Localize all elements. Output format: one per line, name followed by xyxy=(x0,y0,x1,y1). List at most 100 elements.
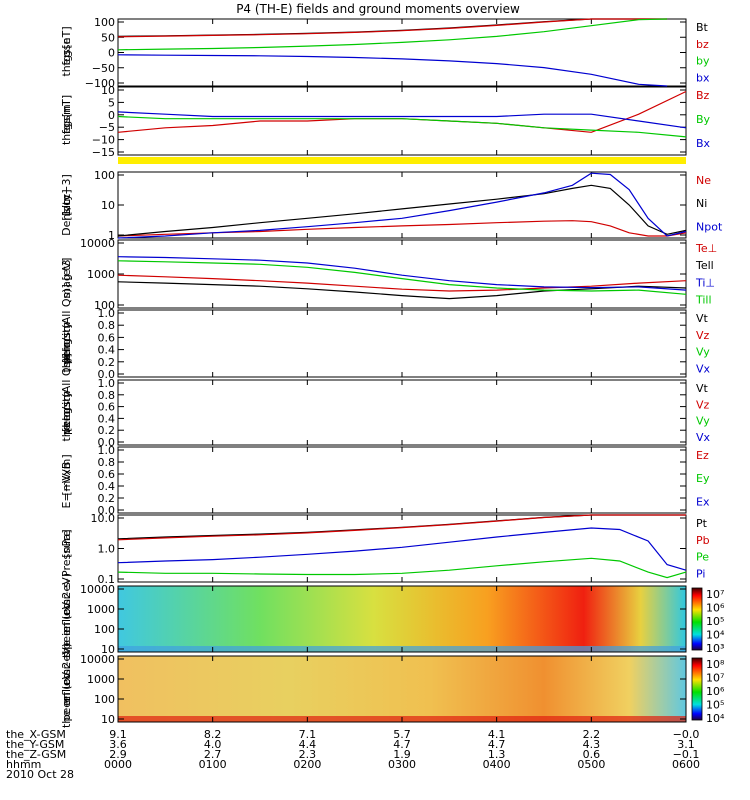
y-tick-label: 0.6 xyxy=(98,468,116,481)
legend-Ni: Ni xyxy=(696,197,707,210)
spectrogram-peir-spec xyxy=(118,586,686,652)
y-tick-label: 0.2 xyxy=(98,492,116,505)
series-Pi xyxy=(117,527,687,571)
legend-Pb: Pb xyxy=(696,534,710,547)
panel-temperature: 10000 1000 100 mag t3[eV] Te⊥ Tell Ti⊥ Till xyxy=(60,237,717,312)
series-Tell xyxy=(117,281,687,300)
series-bz xyxy=(117,18,668,38)
series-by xyxy=(117,18,668,51)
y-tick-label: 10000 xyxy=(80,237,115,250)
x-axis-value: 1.9 xyxy=(393,748,411,761)
y-axis-label-line: en xyxy=(60,692,73,706)
colorbar-label: 10⁶ xyxy=(706,685,725,698)
colorbar-label: 10⁸ xyxy=(706,658,725,671)
panel-peer-velocity: 1.00.80.60.40.20.0thepeervelocitygsm[km/… xyxy=(60,353,711,449)
y-tick-label: 0 xyxy=(108,47,115,60)
colorbar-peir-spec xyxy=(691,587,703,651)
y-axis-label: thefgsgse[nT] xyxy=(60,26,73,76)
y-axis-label-line: (cm2-s- xyxy=(60,648,73,690)
y-axis-label-line: the xyxy=(60,58,73,76)
series-group xyxy=(117,90,687,138)
y-axis-label-line: fgs xyxy=(60,49,73,66)
legend-Vy: Vy xyxy=(696,415,710,428)
y-axis-label-line: the xyxy=(60,640,73,658)
y-tick-label: −100 xyxy=(85,77,115,90)
series-Npot xyxy=(117,172,687,239)
y-axis-label: Density[1/cc][cm−3] xyxy=(60,174,73,236)
legend-Vt: Vt xyxy=(696,382,709,395)
y-axis-label: thepeirenefluxeV(cm2-s-sr-eV) xyxy=(60,573,73,658)
y-axis-label-line: en xyxy=(60,622,73,636)
x-axis-value: 2.9 xyxy=(109,748,127,761)
y-axis-label-line: sr-eV) xyxy=(60,573,73,605)
x-axis-value: 7.1 xyxy=(299,728,317,741)
legend-Ey: Ey xyxy=(696,472,710,485)
series-Ti⊥ xyxy=(117,256,687,291)
y-axis-label-line: gsm xyxy=(60,322,73,345)
colorbar-label: 10⁷ xyxy=(706,588,724,601)
y-tick-label: 100 xyxy=(94,623,115,636)
x-axis-value: 3.6 xyxy=(109,738,127,751)
y-tick-label: 0.4 xyxy=(98,412,116,425)
y-tick-label: 100 xyxy=(94,693,115,706)
y-tick-label: 5 xyxy=(108,96,115,109)
x-axis-value: 1.3 xyxy=(488,748,506,761)
series-By xyxy=(117,115,687,138)
panel-frame xyxy=(117,239,687,309)
panel-peer-spec: 10⁸10⁷10⁶10⁵10⁴10000100010010thepeerenef… xyxy=(60,643,725,728)
y-tick-label: 100 xyxy=(94,16,115,29)
colorbar-label: 10⁷ xyxy=(706,672,724,685)
x-axis-value: −0.1 xyxy=(673,748,700,761)
y-tick-label: 10.0 xyxy=(91,512,116,525)
y-axis-label-line: eflux xyxy=(60,605,73,633)
y-axis-label-line: peir xyxy=(60,342,73,364)
series-group xyxy=(117,514,687,579)
series-Pe xyxy=(117,557,687,579)
panel-fgs-gse: 100 50 0 −50 −100 thefgsgse[nT] Bt bz by bx xyxy=(60,16,710,90)
x-axis-value: 3.1 xyxy=(677,738,695,751)
legend-Vz: Vz xyxy=(696,398,710,411)
y-axis-label-line: the xyxy=(60,710,73,728)
colorbar-label: 10⁶ xyxy=(706,602,725,615)
x-axis-value: 4.0 xyxy=(204,738,222,751)
series-bx xyxy=(117,54,668,87)
plot-title: P4 (TH-E) fields and ground moments over… xyxy=(236,2,520,16)
x-axis-value: 0300 xyxy=(388,758,416,771)
y-tick-label: −15 xyxy=(92,146,115,159)
y-tick-label: 0.0 xyxy=(98,504,116,517)
legend-Bx: Bx xyxy=(696,137,711,150)
y-tick-label: −50 xyxy=(92,62,115,75)
x-axis-value: −0.0 xyxy=(673,728,700,741)
y-axis-label-line: [km/s (All Qs)] xyxy=(60,284,73,363)
x-axis-value: 0200 xyxy=(293,758,321,771)
y-tick-label: −5 xyxy=(99,121,115,134)
y-tick-label: 0.1 xyxy=(98,573,116,586)
x-axis-value: 4.3 xyxy=(583,738,601,751)
y-tick-label: 10 xyxy=(101,643,115,656)
y-axis-label-line: velocity xyxy=(60,391,73,434)
y-axis-label-line: [nT] xyxy=(60,26,73,48)
y-tick-label: 10 xyxy=(101,713,115,726)
x-axis-value: 0.6 xyxy=(583,748,601,761)
x-axis-value: 0000 xyxy=(104,758,132,771)
panel-frame xyxy=(117,309,687,378)
y-tick-label: 10000 xyxy=(80,653,115,666)
x-axis-value: 2.3 xyxy=(299,748,317,761)
y-tick-label: 0.4 xyxy=(98,480,116,493)
x-axis-value: 2.7 xyxy=(204,748,222,761)
y-axis-label-line: [cm−3] xyxy=(60,174,73,216)
panel-density: 100 10 1 Density[1/cc][cm−3] Ne Ni Npot xyxy=(60,169,723,242)
y-tick-label: 0.0 xyxy=(98,368,116,381)
x-axis-value: 2.2 xyxy=(583,728,601,741)
date-label: 2010 Oct 28 xyxy=(6,768,74,781)
series-Ni xyxy=(117,184,687,237)
y-axis-label: thepeerenefluxeV(cm2-s-sr-eV) xyxy=(60,643,73,728)
legend-Bz: Bz xyxy=(696,89,710,102)
y-axis-label-line: (cm2-s- xyxy=(60,578,73,620)
legend-Ti⊥: Ti⊥ xyxy=(695,276,715,289)
y-axis-label: thepeirvelocitygsm[km/s (All Qs)] xyxy=(60,284,73,372)
y-tick-label: 0.8 xyxy=(98,389,116,402)
x-axis-row-label: the_Z-GSM xyxy=(6,748,66,761)
x-axis-value: 4.7 xyxy=(393,738,411,751)
yellow-flag-bar xyxy=(118,157,686,164)
